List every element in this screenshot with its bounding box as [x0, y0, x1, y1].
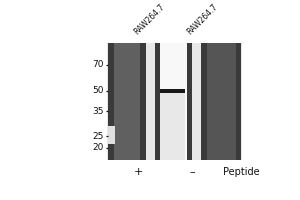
Text: 20: 20	[92, 143, 104, 152]
FancyBboxPatch shape	[140, 43, 146, 160]
Text: RAW264.7: RAW264.7	[186, 2, 220, 36]
FancyBboxPatch shape	[113, 43, 140, 160]
Text: RAW264.7: RAW264.7	[132, 2, 167, 36]
Text: 50: 50	[92, 86, 104, 95]
FancyBboxPatch shape	[236, 43, 241, 160]
FancyBboxPatch shape	[160, 89, 185, 93]
FancyBboxPatch shape	[160, 93, 185, 160]
Text: +: +	[134, 167, 143, 177]
Text: 35: 35	[92, 107, 104, 116]
FancyBboxPatch shape	[187, 43, 192, 160]
FancyBboxPatch shape	[108, 126, 115, 144]
FancyBboxPatch shape	[206, 43, 236, 160]
FancyBboxPatch shape	[201, 43, 206, 160]
FancyBboxPatch shape	[107, 43, 242, 160]
FancyBboxPatch shape	[108, 43, 113, 160]
Text: 70: 70	[92, 60, 104, 69]
FancyBboxPatch shape	[155, 43, 160, 160]
Text: Peptide: Peptide	[224, 167, 260, 177]
FancyBboxPatch shape	[160, 43, 187, 160]
Text: –: –	[189, 167, 195, 177]
Text: 25: 25	[92, 132, 104, 141]
